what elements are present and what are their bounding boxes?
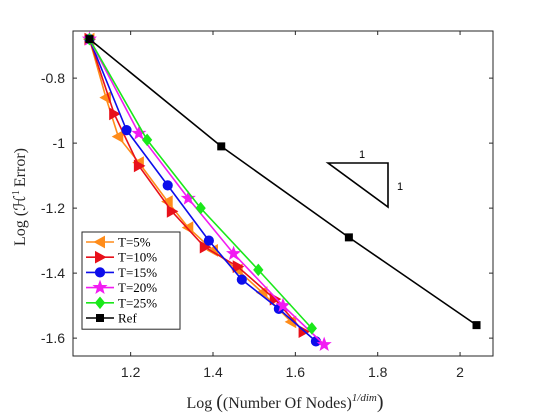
slope-triangle: 11 [325, 149, 403, 209]
data-point [199, 240, 212, 254]
x-tick-label: 2 [456, 364, 464, 380]
x-axis-label-main: (Number Of Nodes) [223, 395, 352, 412]
y-tick-label: -1.4 [41, 265, 65, 281]
slope-triangle-top-label: 1 [359, 149, 365, 161]
x-axis-label-prefix: Log [186, 395, 216, 412]
data-point [310, 336, 322, 347]
y-tick-label: -1 [53, 135, 66, 151]
data-point [472, 321, 481, 330]
series-6 [85, 35, 481, 330]
data-point [253, 263, 264, 277]
legend-label: T=10% [118, 250, 157, 265]
legend: T=5%T=10%T=15%T=20%T=25%Ref [81, 231, 181, 330]
legend-marker [96, 314, 104, 322]
data-point [236, 274, 247, 285]
data-point [166, 205, 179, 218]
series-line [88, 38, 477, 326]
legend-marker [95, 250, 107, 264]
data-point [316, 336, 332, 352]
x-tick-label: 1.4 [203, 364, 223, 380]
data-point [111, 130, 124, 143]
data-point [226, 245, 242, 261]
y-axis-label-prefix: Log [12, 216, 29, 246]
data-point [275, 297, 291, 313]
y-axis-label-h: (ℋ [12, 195, 29, 216]
y-tick-label: -1.6 [41, 330, 65, 346]
data-point [131, 125, 147, 140]
legend-marker [94, 296, 106, 310]
tick-labels: 1.2 1.4 1.6 1.8 2 -0.8 -1 -1.2 -1.4 -1.6 [41, 31, 493, 380]
data-point [217, 142, 226, 151]
legend-label: Ref [118, 311, 137, 326]
data-point [203, 235, 214, 246]
series-line [88, 38, 325, 346]
data-point [306, 322, 317, 335]
data-point [232, 260, 245, 273]
legend-entry: T=10% [86, 250, 157, 265]
data-point [109, 107, 121, 121]
data-point [180, 190, 196, 205]
y-axis-label: Log (ℋ1 Error) [11, 148, 29, 246]
x-axis-label: Log ((Number Of Nodes)1/dim) [186, 391, 383, 413]
legend-label: T=15% [118, 265, 157, 280]
y-axis-label-sup: 1 [11, 190, 22, 195]
legend-marker [92, 279, 108, 295]
legend-entry: T=15% [86, 265, 157, 280]
x-axis-label-sup: 1/dim [352, 392, 377, 404]
y-tick-label: -1.2 [41, 200, 65, 216]
slope-triangle-shape [325, 162, 389, 209]
legend-label: T=5% [118, 235, 151, 250]
x-tick-label: 1.2 [121, 364, 141, 380]
x-axis-label-paren-close: ) [377, 391, 384, 413]
series-line [88, 38, 305, 333]
data-point [162, 180, 173, 191]
data-point [344, 233, 353, 242]
legend-entry: Ref [86, 311, 137, 326]
legend-marker [93, 235, 105, 249]
data-point [85, 35, 94, 44]
x-axis-label-paren-open: ( [216, 391, 223, 413]
series-layer [81, 31, 481, 352]
x-tick-label: 1.6 [286, 364, 306, 380]
legend-entry: T=5% [86, 235, 151, 250]
series-4 [81, 31, 332, 352]
y-axis-label-main: Error) [12, 148, 29, 187]
legend-entry: T=25% [86, 295, 157, 310]
legend-entry: T=20% [86, 279, 157, 295]
data-point [121, 125, 132, 136]
slope-triangle-side-label: 1 [397, 181, 403, 193]
data-point [195, 201, 206, 215]
legend-label: T=25% [118, 295, 157, 310]
legend-marker [94, 267, 106, 278]
y-tick-label: -0.8 [41, 70, 65, 86]
data-point [141, 133, 153, 147]
legend-box [81, 231, 181, 330]
legend-label: T=20% [118, 280, 157, 295]
data-point [133, 159, 146, 173]
x-tick-label: 1.8 [368, 364, 388, 380]
